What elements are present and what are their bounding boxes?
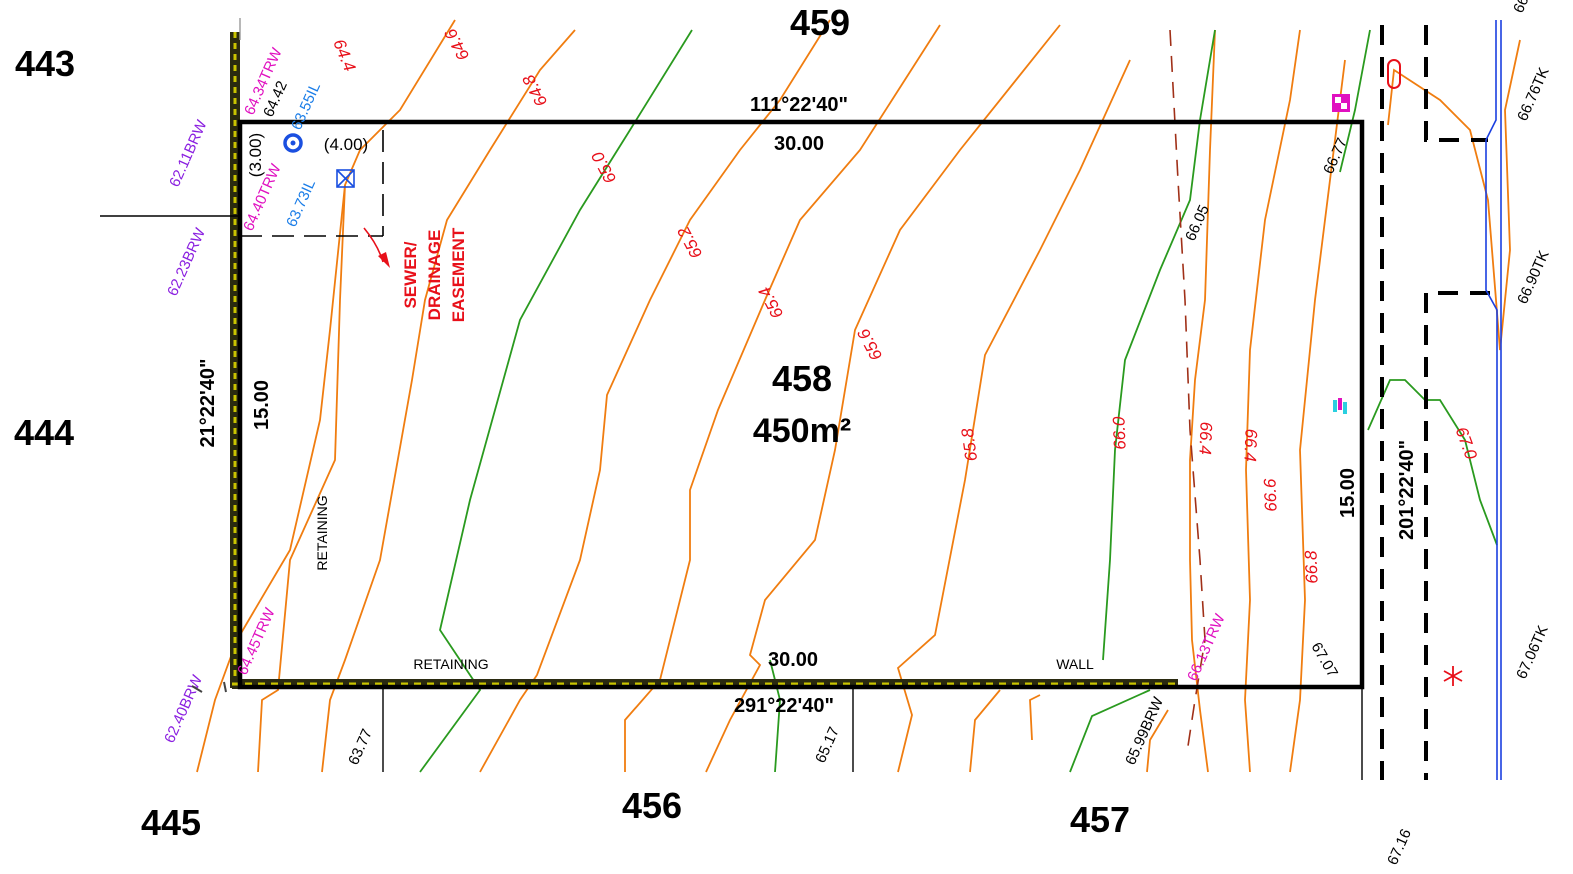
contour-line (969, 689, 1001, 773)
contour-label: 67.0 (1452, 424, 1481, 462)
contour-label: 66.0 (1109, 416, 1129, 450)
contour-line (1339, 29, 1371, 173)
contour-line (257, 184, 346, 773)
tk-level: 66.76TK (1514, 65, 1553, 124)
contour-line (769, 659, 781, 773)
contour-line (896, 59, 1131, 773)
contour-label: 65.2 (674, 223, 707, 262)
lot-numbers: 459 443 444 445 456 457 458 450m² (14, 2, 1130, 843)
contour-label: 65.4 (755, 284, 787, 322)
lot-number-south-west: 445 (141, 802, 201, 843)
spot-level: 67.07 (1308, 640, 1341, 681)
contour-label: 65.6 (854, 325, 887, 364)
length-top: 30.00 (774, 133, 824, 155)
dashed-fence-line (1169, 29, 1206, 747)
easement-width-a: (4.00) (324, 135, 368, 154)
bearing-top: 111°22'40" (750, 94, 848, 116)
meter-icon (1332, 94, 1350, 112)
bearing-right: 201°22'40" (1396, 440, 1418, 540)
contour-label: 66.6 (1260, 478, 1280, 512)
contour-line (624, 24, 941, 772)
easement-boundary (240, 130, 384, 237)
pit-icon (336, 169, 355, 188)
spot-level: 65.17 (812, 724, 843, 765)
lot-number-south-east: 457 (1070, 799, 1130, 840)
spot-level: 66.77 (1320, 135, 1351, 176)
lot-number-north-west: 443 (15, 43, 75, 84)
contour-line (1069, 689, 1151, 773)
easement-label-line-1: SEWER/ (401, 241, 420, 308)
tk-level: 67.06TK (1513, 623, 1552, 682)
easement-label-line-3: EASEMENT (449, 227, 468, 322)
contour-line (1029, 694, 1041, 741)
contour-line (1367, 379, 1498, 546)
invert-level: 63.55IL (288, 80, 324, 133)
bearing-left: 21°22'40" (197, 359, 219, 448)
lot-number-north: 459 (790, 2, 850, 43)
lot-number-west: 444 (14, 412, 74, 453)
contour-line (196, 19, 456, 773)
easement-label-line-2: DRAINAGE (425, 230, 444, 321)
contour-label: 66.4 (1240, 428, 1260, 462)
invert-level: 63.73IL (283, 177, 319, 230)
easement-annotation: (4.00) (3.00) SEWER/ DRAINAGE EASEMENT (246, 133, 468, 322)
contour-labels: 64.4 64.6 64.8 65.0 65.2 65.4 65.6 65.8 … (329, 25, 1481, 584)
contour-label: 64.6 (441, 25, 474, 64)
contour-line (1102, 29, 1216, 661)
brw-level: 62.40BRW (161, 672, 206, 746)
subject-lot-area: 450m² (753, 412, 851, 450)
contour-label: 64.4 (329, 36, 359, 74)
contour-label: 66.8 (1301, 550, 1321, 584)
lot-number-south: 456 (622, 785, 682, 826)
easement-arrowhead-icon (378, 252, 390, 268)
manhole-icon (283, 133, 303, 153)
retaining-label-bottom: RETAINING (413, 656, 488, 672)
retaining-label-left: RETAINING (314, 495, 330, 570)
extension-lines (100, 18, 1363, 780)
retaining-wall-left (230, 32, 240, 688)
bearing-bottom: 291°22'40" (734, 695, 834, 717)
easement-width-b: (3.00) (246, 133, 265, 177)
retaining-wall (230, 32, 1178, 689)
length-left: 15.00 (251, 380, 273, 430)
contour-label: 65.8 (958, 427, 981, 463)
contour-label: 66.4 (1195, 421, 1215, 455)
star-marker-icon (1443, 666, 1463, 686)
brw-level: 62.23BRW (164, 225, 209, 299)
length-right: 15.00 (1337, 468, 1359, 518)
wall-label-bottom: WALL (1056, 656, 1094, 672)
tap-icon (1333, 398, 1347, 414)
hydrant-icon (1387, 59, 1401, 89)
tk-level: 66.90TK (1514, 248, 1553, 307)
length-bottom: 30.00 (768, 649, 818, 671)
corner-marker-icon (191, 681, 227, 693)
boundary-dimensions: 111°22'40" 30.00 30.00 291°22'40" 21°22'… (197, 94, 1418, 717)
subject-lot-number: 458 (772, 358, 832, 399)
brw-level: 62.11BRW (166, 117, 211, 190)
contour-line (1387, 39, 1521, 351)
contour-line (1244, 29, 1301, 773)
tk-level-partial: 66 (1510, 0, 1532, 16)
spot-level: 63.77 (345, 726, 376, 767)
contour-line (1146, 709, 1169, 773)
spot-level: 67.16 (1384, 826, 1415, 867)
contour-label: 64.8 (519, 71, 552, 110)
contour-line (1289, 59, 1346, 773)
road-edge-lines (1380, 25, 1490, 780)
contour-line (705, 24, 1061, 773)
brw-level: 65.99BRW (1122, 694, 1167, 768)
kerb-lines (1485, 20, 1502, 780)
